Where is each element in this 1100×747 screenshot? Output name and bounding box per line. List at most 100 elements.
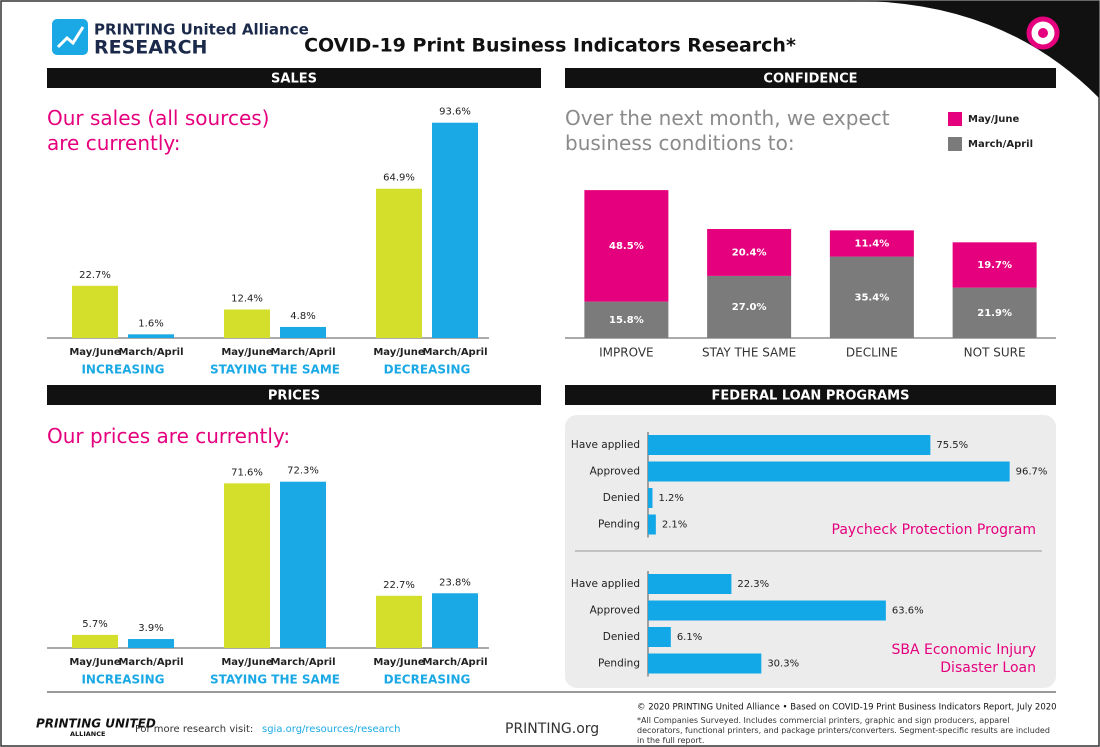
chart-subtitle: Our prices are currently: xyxy=(47,424,291,448)
category-label: Denied xyxy=(603,631,640,643)
bar xyxy=(648,653,762,674)
value-label: 2.1% xyxy=(662,520,687,531)
legend-swatch xyxy=(948,137,962,151)
category-label: Have applied xyxy=(571,578,640,590)
brand-dot xyxy=(1038,28,1048,38)
program-title: SBA Economic Injury Disaster Loan xyxy=(891,642,1036,676)
section-title: FEDERAL LOAN PROGRAMS xyxy=(712,389,910,404)
chart-subtitle: Our sales (all sources) are currently: xyxy=(47,106,270,155)
series-label: May/June xyxy=(221,657,273,668)
bar xyxy=(376,188,422,338)
value-label: 20.4% xyxy=(732,247,767,258)
logo-bottom: RESEARCH xyxy=(94,37,207,59)
category-label: INCREASING xyxy=(81,363,164,377)
value-label: 6.1% xyxy=(677,632,702,643)
program-title: Paycheck Protection Program xyxy=(831,522,1036,538)
footer-link[interactable]: sgia.org/resources/research xyxy=(262,724,401,735)
value-label: 63.6% xyxy=(892,606,924,617)
section-title: PRICES xyxy=(268,389,320,404)
bar xyxy=(432,593,478,648)
bar xyxy=(432,122,478,338)
category-label: Pending xyxy=(598,519,640,531)
bar xyxy=(648,600,886,621)
bar-segment xyxy=(707,275,792,338)
value-label: 5.7% xyxy=(82,619,107,630)
category-label: DECREASING xyxy=(384,363,471,377)
value-label: 1.6% xyxy=(138,318,163,329)
bar xyxy=(72,634,118,648)
bar-segment xyxy=(952,242,1037,288)
bar xyxy=(224,483,270,648)
chart-subtitle: Over the next month, we expect business … xyxy=(565,106,890,155)
value-label: 15.8% xyxy=(609,315,644,326)
category-label: Denied xyxy=(603,492,640,504)
logo-top: PRINTING United Alliance xyxy=(94,21,309,39)
value-label: 22.3% xyxy=(737,579,769,590)
value-label: 71.6% xyxy=(231,467,263,478)
value-label: 19.7% xyxy=(977,260,1012,271)
value-label: 3.9% xyxy=(138,623,163,634)
value-label: 72.3% xyxy=(287,466,319,477)
value-label: 30.3% xyxy=(767,659,799,670)
value-label: 27.0% xyxy=(732,302,767,313)
series-label: May/June xyxy=(373,657,425,668)
series-label: May/June xyxy=(69,347,121,358)
series-label: May/June xyxy=(221,347,273,358)
footer-more-label: For more research visit: xyxy=(135,724,253,735)
bar xyxy=(648,488,653,508)
series-label: May/June xyxy=(373,347,425,358)
legend-label: May/June xyxy=(968,114,1020,125)
category-label: DECLINE xyxy=(846,346,898,360)
value-label: 21.9% xyxy=(977,308,1012,319)
series-label: May/June xyxy=(69,657,121,668)
logo-icon xyxy=(52,19,88,55)
footer-site: PRINTING.org xyxy=(505,721,599,737)
category-label: Approved xyxy=(590,466,640,478)
value-label: 64.9% xyxy=(383,173,415,184)
series-label: March/April xyxy=(270,347,335,358)
value-label: 22.7% xyxy=(79,270,111,281)
section-header xyxy=(47,385,541,405)
section-title: CONFIDENCE xyxy=(763,72,857,87)
section-title: SALES xyxy=(271,72,317,87)
category-label: NOT SURE xyxy=(964,346,1026,360)
value-label: 1.2% xyxy=(658,493,683,504)
bar xyxy=(648,627,671,647)
footer-logo-top: PRINTING UNITED xyxy=(36,717,156,731)
value-label: 12.4% xyxy=(231,293,263,304)
category-label: DECREASING xyxy=(384,673,471,687)
footer-note: *All Companies Surveyed. Includes commer… xyxy=(637,716,1050,745)
bar xyxy=(280,326,326,338)
series-label: March/April xyxy=(118,347,183,358)
bar xyxy=(648,435,931,455)
value-label: 22.7% xyxy=(383,580,415,591)
footer-logo-bottom: ALLIANCE xyxy=(70,730,105,738)
value-label: 35.4% xyxy=(855,292,890,303)
section-header xyxy=(565,385,1056,405)
bar xyxy=(128,639,174,648)
value-label: 4.8% xyxy=(290,311,315,322)
category-label: Approved xyxy=(590,605,640,617)
bar-segment xyxy=(584,301,669,338)
bar-segment xyxy=(584,190,669,302)
bar xyxy=(280,481,326,648)
bar-segment xyxy=(829,230,914,257)
value-label: 93.6% xyxy=(439,107,471,118)
bar-segment xyxy=(829,256,914,338)
bar xyxy=(376,595,422,648)
bar xyxy=(224,309,270,338)
logo-icon-line xyxy=(56,26,85,49)
section-header xyxy=(47,68,541,88)
footer-copyright: © 2020 PRINTING United Alliance • Based … xyxy=(637,703,1057,713)
bar xyxy=(128,334,174,338)
series-label: March/April xyxy=(422,657,487,668)
bar xyxy=(648,461,1010,482)
legend-swatch xyxy=(948,112,962,126)
category-label: STAYING THE SAME xyxy=(210,363,340,377)
bar xyxy=(72,285,118,338)
category-label: INCREASING xyxy=(81,673,164,687)
series-label: March/April xyxy=(270,657,335,668)
